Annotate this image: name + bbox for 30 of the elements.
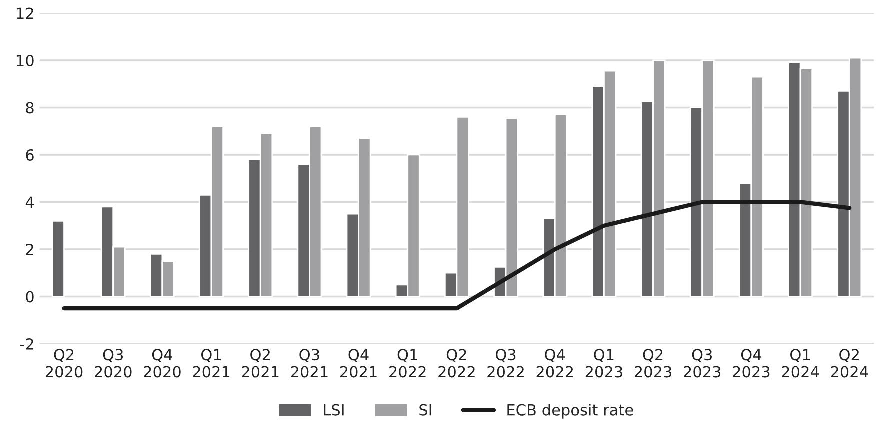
y-tick-label: 2	[26, 244, 34, 256]
x-tick-label: Q4 2021	[340, 349, 377, 378]
x-tick-label: Q4 2020	[144, 349, 181, 378]
bar	[52, 220, 65, 298]
x-tick-label: Q2 2022	[438, 349, 475, 378]
x-tick-label: Q1 2021	[193, 349, 230, 378]
legend-label: SI	[420, 404, 432, 416]
legend-label: ECB deposit rate	[508, 404, 634, 419]
y-tick-label: 6	[26, 149, 34, 161]
x-tick-label: Q3 2023	[684, 349, 721, 378]
x-tick-label: Q3 2020	[95, 349, 132, 378]
y-tick-label: 12	[17, 8, 34, 20]
y-tick-label: 8	[26, 102, 34, 114]
x-tick-label: Q2 2020	[46, 349, 83, 378]
x-tick-label: Q4 2023	[733, 349, 770, 378]
y-tick-label: 10	[17, 54, 34, 66]
y-tick-label: 0	[26, 291, 34, 303]
x-tick-label: Q1 2024	[782, 349, 820, 378]
x-tick-label: Q3 2021	[291, 349, 328, 378]
x-tick-label: Q1 2023	[586, 349, 622, 378]
line-series	[62, 200, 852, 311]
y-tick-label: 4	[26, 196, 34, 208]
legend-label: LSI	[324, 404, 344, 416]
x-tick-label: Q4 2022	[536, 349, 574, 378]
x-tick-label: Q2 2021	[242, 349, 279, 378]
x-tick-label: Q2 2024	[831, 349, 868, 378]
x-tick-label: Q1 2022	[390, 349, 426, 378]
x-tick-label: Q3 2022	[488, 349, 524, 378]
y-tick-label: -2	[20, 338, 34, 350]
x-tick-label: Q2 2023	[634, 349, 672, 378]
